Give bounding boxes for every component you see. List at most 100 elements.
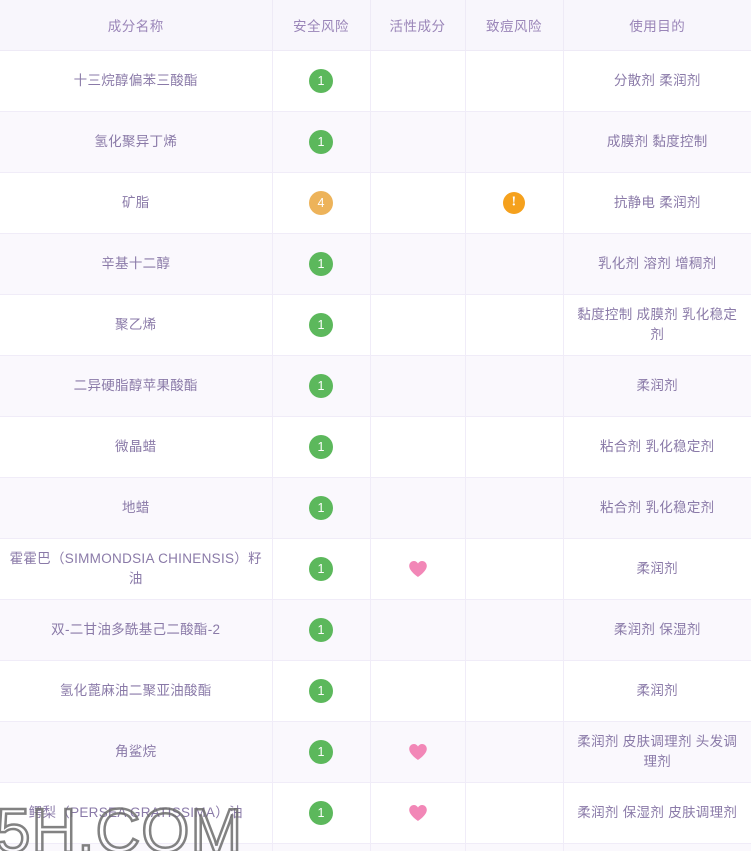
cell-active-ingredient xyxy=(370,294,466,356)
safety-risk-badge: 1 xyxy=(309,435,333,459)
cell-ingredient-name: 矿脂 xyxy=(0,172,273,234)
cell-acne-risk xyxy=(465,355,564,417)
cell-safety-risk: 1 xyxy=(272,721,371,783)
safety-risk-badge: 1 xyxy=(309,130,333,154)
cell-acne-risk xyxy=(465,477,564,539)
table-row[interactable]: 十三烷醇偏苯三酸酯 1 分散剂 柔润剂 xyxy=(0,50,751,112)
cell-acne-risk xyxy=(465,721,564,783)
cell-safety-risk: 1 xyxy=(272,294,371,356)
cell-safety-risk: 1 xyxy=(272,416,371,478)
table-header: 成分名称 安全风险 活性成分 致痘风险 使用目的 xyxy=(0,0,751,51)
cell-acne-risk xyxy=(465,782,564,844)
cell-active-ingredient xyxy=(370,172,466,234)
cell-purpose: 柔润剂 xyxy=(563,538,751,600)
safety-risk-badge: 1 xyxy=(309,618,333,642)
cell-active-ingredient xyxy=(370,660,466,722)
cell-safety-risk: 4 xyxy=(272,172,371,234)
cell-safety-risk: 1 xyxy=(272,843,371,851)
cell-active-ingredient xyxy=(370,233,466,295)
table-row[interactable]: 双-二甘油多酰基己二酸酯-2 1 柔润剂 保湿剂 xyxy=(0,599,751,661)
table-row[interactable]: 二异硬脂醇苹果酸酯 1 柔润剂 xyxy=(0,355,751,417)
cell-safety-risk: 1 xyxy=(272,538,371,600)
cell-purpose: 分散剂 柔润剂 xyxy=(563,50,751,112)
table-row[interactable]: 微晶蜡 1 粘合剂 乳化稳定剂 xyxy=(0,416,751,478)
cell-active-ingredient xyxy=(370,50,466,112)
cell-safety-risk: 1 xyxy=(272,233,371,295)
cell-purpose: 成膜剂 黏度控制 xyxy=(563,111,751,173)
cell-purpose: 柔润剂 xyxy=(563,355,751,417)
table-row[interactable]: 霍霍巴（SIMMONDSIA CHINENSIS）籽油 1 柔润剂 xyxy=(0,538,751,600)
cell-acne-risk xyxy=(465,660,564,722)
cell-acne-risk xyxy=(465,416,564,478)
column-header-safety: 安全风险 xyxy=(272,0,371,51)
safety-risk-badge: 1 xyxy=(309,313,333,337)
cell-purpose: 抗静电 柔润剂 xyxy=(563,172,751,234)
cell-safety-risk: 1 xyxy=(272,477,371,539)
table-row[interactable]: 氢化蓖麻油二聚亚油酸酯 1 柔润剂 xyxy=(0,660,751,722)
column-header-name: 成分名称 xyxy=(0,0,273,51)
safety-risk-badge: 1 xyxy=(309,801,333,825)
cell-acne-risk xyxy=(465,111,564,173)
cell-active-ingredient xyxy=(370,843,466,851)
heart-icon xyxy=(408,804,428,822)
heart-icon xyxy=(408,743,428,761)
cell-purpose: 柔润剂 xyxy=(563,660,751,722)
table-row[interactable]: 辛基十二醇 1 乳化剂 溶剂 增稠剂 xyxy=(0,233,751,295)
cell-ingredient-name: 微晶蜡 xyxy=(0,416,273,478)
cell-safety-risk: 1 xyxy=(272,50,371,112)
cell-ingredient-name: 氢化植物油 xyxy=(0,843,273,851)
table-row[interactable]: 氢化植物油1!柔润剂 xyxy=(0,843,751,851)
cell-ingredient-name: 地蜡 xyxy=(0,477,273,539)
safety-risk-badge: 1 xyxy=(309,252,333,276)
table-row[interactable]: 氢化聚异丁烯 1 成膜剂 黏度控制 xyxy=(0,111,751,173)
cell-purpose: 柔润剂 保湿剂 皮肤调理剂 xyxy=(563,782,751,844)
cell-safety-risk: 1 xyxy=(272,111,371,173)
safety-risk-badge: 1 xyxy=(309,69,333,93)
cell-acne-risk: ! xyxy=(465,172,564,234)
cell-ingredient-name: 二异硬脂醇苹果酸酯 xyxy=(0,355,273,417)
cell-acne-risk xyxy=(465,233,564,295)
cell-ingredient-name: 角鲨烷 xyxy=(0,721,273,783)
table-row[interactable]: 角鲨烷 1 柔润剂 皮肤调理剂 头发调理剂 xyxy=(0,721,751,783)
cell-ingredient-name: 辛基十二醇 xyxy=(0,233,273,295)
cell-active-ingredient xyxy=(370,477,466,539)
heart-icon xyxy=(408,560,428,578)
table-row[interactable]: 地蜡 1 粘合剂 乳化稳定剂 xyxy=(0,477,751,539)
cell-purpose: 粘合剂 乳化稳定剂 xyxy=(563,416,751,478)
table-row[interactable]: 矿脂 4! 抗静电 柔润剂 xyxy=(0,172,751,234)
cell-ingredient-name: 霍霍巴（SIMMONDSIA CHINENSIS）籽油 xyxy=(0,538,273,600)
safety-risk-badge: 1 xyxy=(309,496,333,520)
cell-purpose: 乳化剂 溶剂 增稠剂 xyxy=(563,233,751,295)
cell-purpose: 粘合剂 乳化稳定剂 xyxy=(563,477,751,539)
cell-acne-risk xyxy=(465,294,564,356)
cell-active-ingredient xyxy=(370,416,466,478)
table-row[interactable]: 鳄梨（PERSEA GRATISSIMA）油 1 柔润剂 保湿剂 皮肤调理剂 xyxy=(0,782,751,844)
safety-risk-badge: 4 xyxy=(309,191,333,215)
cell-safety-risk: 1 xyxy=(272,782,371,844)
cell-acne-risk: ! xyxy=(465,843,564,851)
cell-ingredient-name: 氢化蓖麻油二聚亚油酸酯 xyxy=(0,660,273,722)
cell-active-ingredient xyxy=(370,355,466,417)
table-header-row: 成分名称 安全风险 活性成分 致痘风险 使用目的 xyxy=(0,0,751,51)
cell-purpose: 柔润剂 保湿剂 xyxy=(563,599,751,661)
cell-purpose: 柔润剂 皮肤调理剂 头发调理剂 xyxy=(563,721,751,783)
column-header-purpose: 使用目的 xyxy=(563,0,751,51)
safety-risk-badge: 1 xyxy=(309,679,333,703)
cell-ingredient-name: 氢化聚异丁烯 xyxy=(0,111,273,173)
cell-purpose: 柔润剂 xyxy=(563,843,751,851)
table-row[interactable]: 聚乙烯 1 黏度控制 成膜剂 乳化稳定剂 xyxy=(0,294,751,356)
table-body: 十三烷醇偏苯三酸酯 1 分散剂 柔润剂 氢化聚异丁烯 1 成膜剂 黏度控制 矿脂 4! 抗静电 … xyxy=(0,50,751,851)
cell-active-ingredient xyxy=(370,721,466,783)
cell-safety-risk: 1 xyxy=(272,660,371,722)
column-header-active: 活性成分 xyxy=(370,0,466,51)
cell-acne-risk xyxy=(465,599,564,661)
cell-ingredient-name: 鳄梨（PERSEA GRATISSIMA）油 xyxy=(0,782,273,844)
cell-acne-risk xyxy=(465,538,564,600)
cell-active-ingredient xyxy=(370,111,466,173)
safety-risk-badge: 1 xyxy=(309,557,333,581)
safety-risk-badge: 1 xyxy=(309,374,333,398)
cell-active-ingredient xyxy=(370,599,466,661)
warning-icon: ! xyxy=(503,192,525,214)
